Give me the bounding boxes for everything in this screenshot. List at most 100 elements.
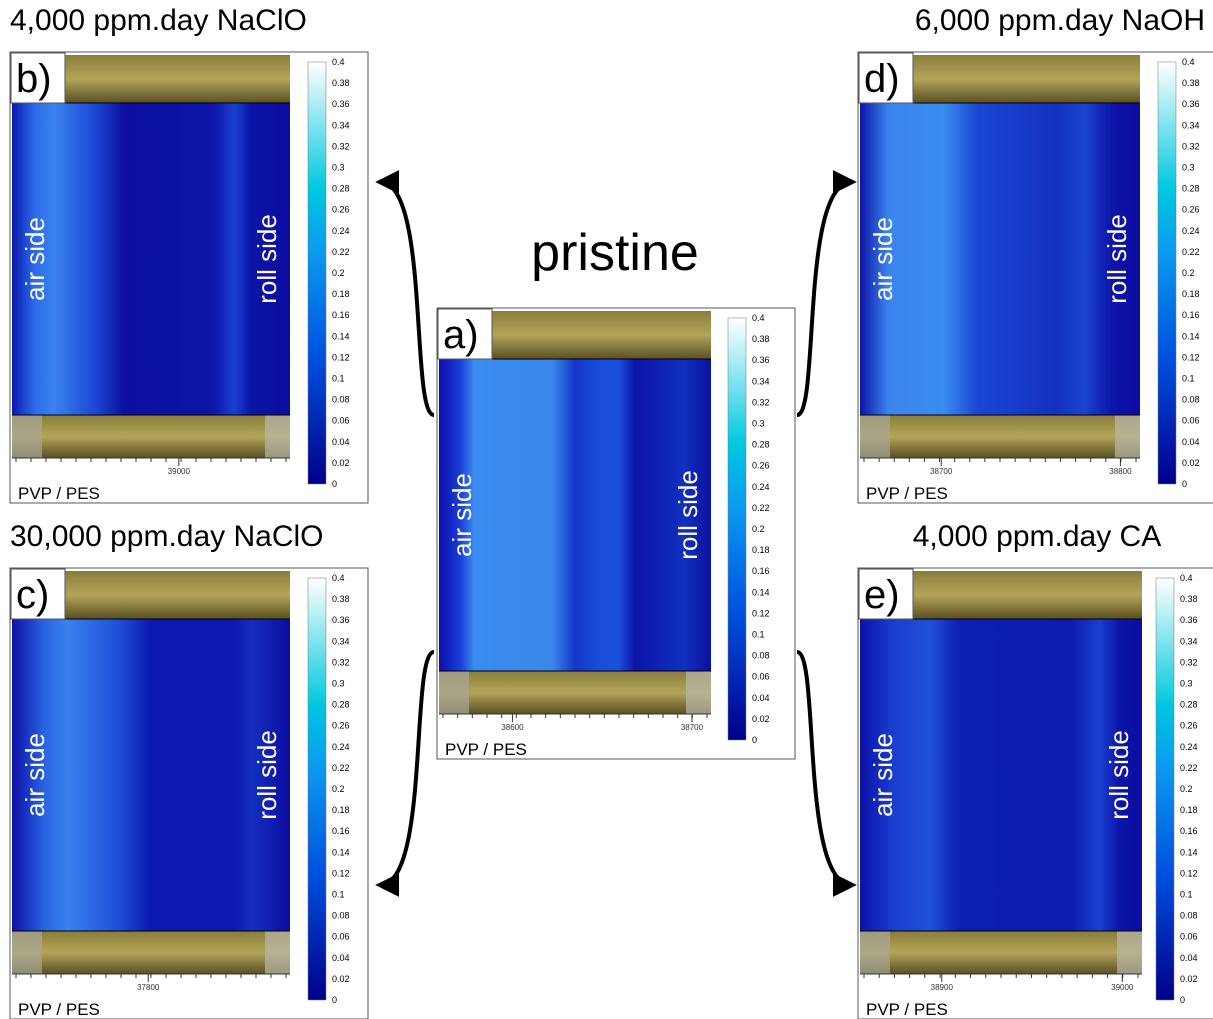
- colorbar-tick-label: 0.32: [752, 397, 770, 407]
- colorbar-tick-label: 0.06: [1180, 932, 1198, 942]
- right-label: roll side: [1102, 214, 1132, 304]
- colorbar-tick-label: 0.18: [332, 805, 350, 815]
- strip-edge: [1117, 931, 1142, 974]
- colorbar-tick-label: 0.04: [332, 953, 350, 963]
- right-label: roll side: [673, 470, 703, 560]
- strip-edge: [860, 931, 890, 974]
- panel: 4,000 ppm.day NaClO air side roll side b) 39…: [9, 4, 369, 504]
- left-label: air side: [447, 473, 477, 557]
- strip-edge: [686, 671, 711, 714]
- strip-edge: [265, 931, 290, 974]
- colorbar-tick-label: 0.4: [1180, 573, 1193, 583]
- colorbar-tick-label: 0.14: [752, 587, 770, 597]
- panel-letter-box: [858, 52, 914, 104]
- left-label: air side: [20, 217, 50, 301]
- arrow: [796, 170, 857, 417]
- colorbar-tick-label: 0.3: [752, 419, 765, 429]
- colorbar-tick-label: 0.38: [332, 78, 350, 88]
- colorbar-tick-label: 0.26: [1180, 721, 1198, 731]
- colorbar-tick-label: 0.34: [752, 376, 770, 386]
- colorbar-tick-label: 0.08: [1180, 911, 1198, 921]
- x-tick-label: 39000: [1111, 983, 1134, 992]
- colorbar-tick-label: 0.16: [332, 826, 350, 836]
- colorbar-tick-label: 0.2: [1182, 268, 1195, 278]
- heatmap: [12, 103, 290, 415]
- colorbar-tick-label: 0.26: [1182, 205, 1200, 215]
- colorbar-tick-label: 0.28: [332, 184, 350, 194]
- panel-letter: b): [16, 57, 52, 101]
- colorbar-tick-label: 0: [332, 995, 337, 1005]
- axis-label: PVP / PES: [866, 484, 948, 503]
- axis-label: PVP / PES: [866, 1000, 948, 1019]
- panel-title: 30,000 ppm.day NaClO: [10, 520, 324, 553]
- colorbar-tick-label: 0.06: [752, 672, 770, 682]
- heatmap: [12, 619, 290, 931]
- bottom-strip: [12, 415, 290, 458]
- panel-letter-box: [10, 568, 66, 620]
- panel-letter: e): [864, 573, 900, 617]
- colorbar-tick-label: 0.14: [1180, 847, 1198, 857]
- colorbar-tick-label: 0.06: [332, 416, 350, 426]
- strip-edge: [860, 415, 890, 458]
- panel-letter-box: [437, 308, 493, 360]
- panel: 30,000 ppm.day NaClO air side roll side c) 3…: [9, 520, 369, 1019]
- colorbar-tick-label: 0.18: [752, 545, 770, 555]
- colorbar-tick-label: 0.2: [332, 784, 345, 794]
- heatmap: [439, 359, 711, 671]
- strip-edge: [265, 415, 290, 458]
- colorbar-tick-label: 0.3: [332, 679, 345, 689]
- bottom-strip: [860, 415, 1140, 458]
- colorbar-tick-label: 0.28: [752, 440, 770, 450]
- colorbar: [1155, 577, 1175, 1001]
- colorbar-tick-label: 0.26: [332, 721, 350, 731]
- bottom-strip: [12, 931, 290, 974]
- arrow: [796, 650, 857, 897]
- colorbar-tick-label: 0.38: [332, 594, 350, 604]
- colorbar-tick-label: 0.14: [332, 331, 350, 341]
- colorbar-tick-label: 0.34: [1180, 636, 1198, 646]
- colorbar-tick-label: 0.22: [1182, 247, 1200, 257]
- colorbar-tick-label: 0.34: [332, 120, 350, 130]
- heatmap: [860, 619, 1142, 931]
- x-tick-label: 38700: [681, 723, 704, 732]
- colorbar-tick-label: 0.18: [1182, 289, 1200, 299]
- colorbar-tick-label: 0.4: [1182, 57, 1195, 67]
- colorbar-tick-label: 0.4: [332, 573, 345, 583]
- panel-letter: c): [16, 573, 49, 617]
- left-label: air side: [868, 217, 898, 301]
- colorbar-tick-label: 0.4: [332, 57, 345, 67]
- colorbar-tick-label: 0.34: [1182, 120, 1200, 130]
- panel: 6,000 ppm.day NaOH air side roll side d) 387…: [857, 4, 1213, 504]
- colorbar-tick-label: 0.4: [752, 313, 765, 323]
- arrows: [375, 170, 857, 897]
- colorbar-tick-label: 0.3: [1182, 163, 1195, 173]
- colorbar-tick-label: 0.08: [332, 911, 350, 921]
- right-label: roll side: [1104, 730, 1134, 820]
- colorbar-tick-label: 0.16: [1180, 826, 1198, 836]
- colorbar-tick-label: 0.2: [332, 268, 345, 278]
- colorbar-tick-label: 0.22: [332, 763, 350, 773]
- colorbar-tick-label: 0.1: [1182, 374, 1195, 384]
- right-label: roll side: [252, 214, 282, 304]
- x-tick-label: 38600: [501, 723, 524, 732]
- panel-letter: a): [443, 313, 479, 357]
- bottom-strip: [860, 931, 1142, 974]
- colorbar-tick-label: 0.36: [1180, 615, 1198, 625]
- colorbar-tick-label: 0.1: [1180, 890, 1193, 900]
- colorbar-tick-label: 0.38: [752, 334, 770, 344]
- colorbar-tick-label: 0.16: [752, 566, 770, 576]
- panel-letter-box: [10, 52, 66, 104]
- left-label: air side: [868, 733, 898, 817]
- colorbar-tick-label: 0.1: [332, 374, 345, 384]
- colorbar-tick-label: 0.24: [1182, 226, 1200, 236]
- colorbar-tick-label: 0.36: [1182, 99, 1200, 109]
- colorbar-tick-label: 0: [752, 735, 757, 745]
- colorbar-tick-label: 0.04: [752, 693, 770, 703]
- strip-edge: [12, 931, 42, 974]
- x-tick-label: 37800: [137, 983, 160, 992]
- axis-label: PVP / PES: [18, 484, 100, 503]
- colorbar-tick-label: 0.22: [332, 247, 350, 257]
- colorbar-tick-label: 0.16: [332, 310, 350, 320]
- panel: 4,000 ppm.day CA air side roll side e) 38900…: [857, 520, 1213, 1019]
